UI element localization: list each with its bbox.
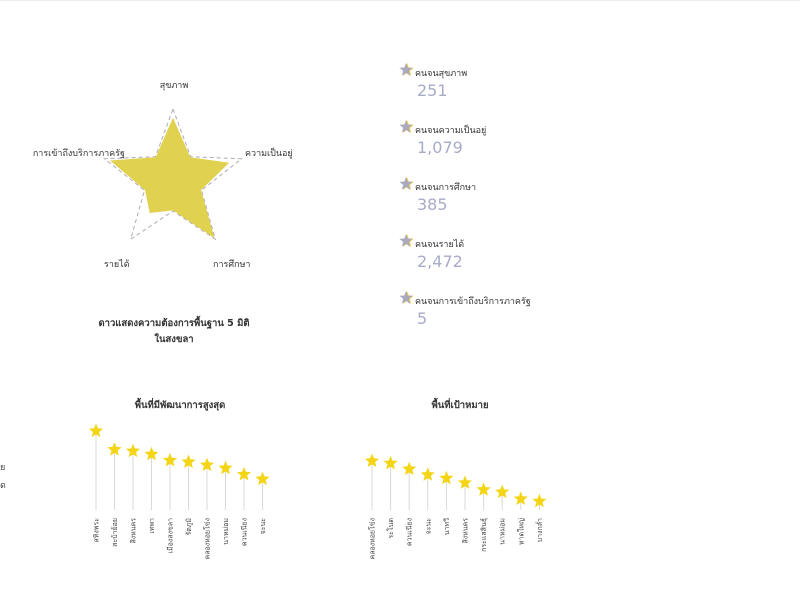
star-icon-graphic xyxy=(399,291,414,304)
stat-label: คนจนสุขภาพ xyxy=(415,69,468,79)
radar-axis-label-public-services: การเข้าถึงบริการภาครัฐ xyxy=(33,148,125,159)
category-label: เทพา xyxy=(148,518,156,534)
stat-value: 2,472 xyxy=(417,252,463,271)
chart-title-target-areas: พื้นที่เป้าหมาย xyxy=(431,400,489,411)
top-divider xyxy=(0,0,800,1)
stat-value: 5 xyxy=(417,309,428,328)
category-label: สะบ้าย้อย xyxy=(111,518,119,547)
category-label: หาดใหญ่ xyxy=(516,518,525,545)
lollipop-star-point xyxy=(457,475,473,489)
lollipop-star-point xyxy=(420,467,435,481)
category-label: รัตภูมิ xyxy=(185,518,193,536)
star-icon-graphic xyxy=(399,120,414,133)
lollipop-star-point xyxy=(162,452,178,467)
lollipop-star-point xyxy=(383,455,398,470)
category-label: นาหม่อม xyxy=(499,518,507,545)
star-icon-graphic xyxy=(399,63,414,76)
category-label: สิงหนคร xyxy=(462,518,470,544)
radar-value-shape xyxy=(110,117,230,239)
star-icon xyxy=(398,290,414,306)
lollipop-star-point xyxy=(495,484,510,499)
stat-value: 385 xyxy=(417,195,448,214)
category-label: กระแสสินธุ์ xyxy=(480,518,488,552)
stat-value: 251 xyxy=(417,81,448,100)
lollipop-star-point xyxy=(439,470,454,485)
lollipop-star-point xyxy=(255,471,270,486)
radar-caption-line1: ดาวแสดงความต้องการพื้นฐาน 5 มิติ xyxy=(98,318,250,329)
star-icon xyxy=(398,176,414,192)
category-label: เมืองสงขลา xyxy=(167,518,175,553)
lollipop-star-point xyxy=(181,454,196,469)
stat-label: คนจนความเป็นอยู่ xyxy=(415,126,487,136)
lollipop-star-point xyxy=(144,446,159,461)
category-label: จะนะ xyxy=(259,518,267,535)
stat-label: คนจนการศึกษา xyxy=(415,183,477,193)
lollipop-star-point xyxy=(402,461,417,476)
lollipop-star-point xyxy=(532,493,547,508)
radar-caption-line2: ในสงขลา xyxy=(154,334,194,345)
left-edge-text-1: ย xyxy=(0,463,6,473)
lollipop-star-point xyxy=(199,457,215,472)
star-icon-graphic xyxy=(399,177,414,190)
lollipop-star-point xyxy=(125,443,141,458)
stat-label: คนจนรายได้ xyxy=(415,240,465,250)
star-icon xyxy=(398,119,414,135)
stat-value: 1,079 xyxy=(417,138,463,157)
category-label: จะนะ xyxy=(424,518,432,535)
radar-max-outline xyxy=(103,107,243,241)
category-label: คลองหอยโข่ง xyxy=(368,518,377,559)
category-label: คลองหอยโข่ง xyxy=(203,518,212,559)
category-label: นาทวี xyxy=(443,518,451,535)
radar-axis-label-living: ความเป็นอยู่ xyxy=(245,146,293,159)
category-label: บางกล่ำ xyxy=(535,518,544,542)
star-icon-graphic xyxy=(399,234,414,247)
category-label: ควนเนียง xyxy=(241,518,249,546)
category-label: นาหม่อม xyxy=(222,518,230,545)
stat-label: คนจนการเข้าถึงบริการภาครัฐ xyxy=(415,297,531,307)
lollipop-star-point xyxy=(236,466,252,481)
category-label: ควนเนียง xyxy=(406,518,414,546)
category-label: สิงหนคร xyxy=(130,518,138,544)
radar-axis-label-education: การศึกษา xyxy=(213,259,251,270)
radar-caption: ดาวแสดงความต้องการพื้นฐาน 5 มิติ ในสงขลา xyxy=(88,316,260,348)
radar-axis-label-health: สุขภาพ xyxy=(160,81,189,91)
lollipop-star-point xyxy=(476,482,491,496)
lollipop-star-point xyxy=(107,442,122,456)
lollipop-star-point xyxy=(364,453,380,468)
chart-title-top-development: พื้นที่มีพัฒนาการสูงสุด xyxy=(134,400,226,411)
left-edge-text-2: ด xyxy=(0,481,6,491)
lollipop-star-point xyxy=(218,460,233,475)
category-label: สทิงพระ xyxy=(93,518,101,543)
category-label: ระโนด xyxy=(386,518,395,539)
lollipop-star-point xyxy=(88,423,104,438)
star-icon xyxy=(398,62,414,78)
star-icon xyxy=(398,233,414,249)
radar-axis-label-income: รายได้ xyxy=(104,259,130,270)
lollipop-star-point xyxy=(513,491,528,505)
